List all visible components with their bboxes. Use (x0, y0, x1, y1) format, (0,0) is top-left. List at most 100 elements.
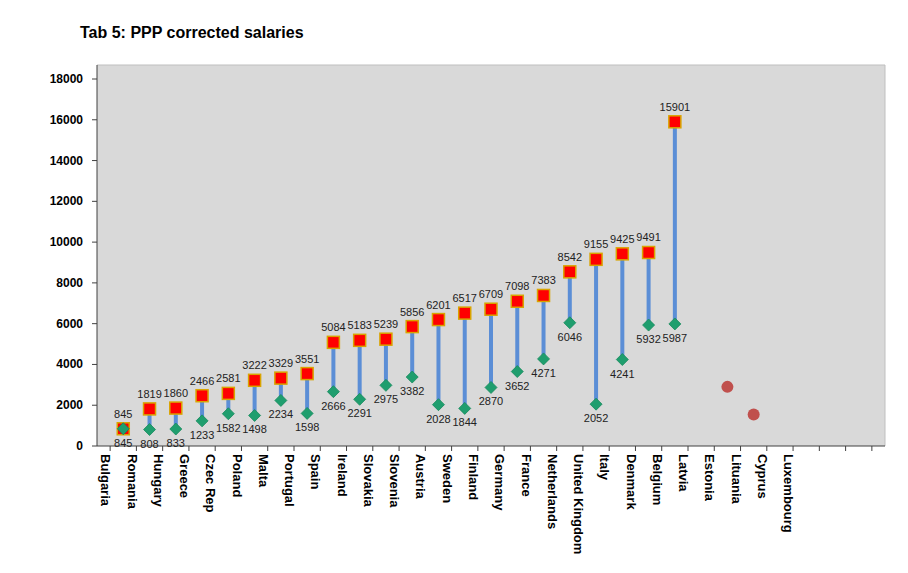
x-tick (425, 446, 426, 451)
data-label: 1233 (190, 429, 214, 441)
high-marker (275, 372, 287, 384)
x-tick-label: France (519, 454, 534, 497)
high-marker (144, 403, 156, 415)
data-label: 2234 (269, 408, 293, 420)
high-marker (643, 246, 655, 258)
data-label: 5183 (347, 319, 371, 331)
low-marker (275, 394, 287, 406)
y-tick-label: 16000 (50, 113, 84, 127)
x-tick (267, 446, 268, 451)
x-tick-label: Slovenia (387, 454, 402, 508)
data-label: 7098 (505, 280, 529, 292)
x-tick (609, 446, 610, 451)
y-tick-label: 4000 (56, 357, 83, 371)
x-tick (451, 446, 452, 451)
y-tick (92, 323, 97, 324)
x-tick (556, 446, 557, 451)
data-label: 5932 (636, 333, 660, 345)
x-tick-label: Portugal (282, 454, 297, 507)
x-tick-label: Romania (125, 454, 140, 510)
data-label: 6709 (479, 288, 503, 300)
x-tick (819, 446, 820, 451)
data-label: 1844 (452, 416, 476, 428)
x-tick (635, 446, 636, 451)
high-marker (354, 334, 366, 346)
range-line (489, 309, 493, 387)
x-tick-label: Belgium (650, 454, 665, 505)
low-marker (301, 407, 313, 419)
x-tick (504, 446, 505, 451)
data-label: 2028 (426, 413, 450, 425)
low-marker (327, 386, 339, 398)
marks (117, 116, 759, 436)
range-line (620, 254, 624, 360)
high-marker (511, 295, 523, 307)
x-tick-label: Spain (308, 454, 323, 489)
low-marker (511, 366, 523, 378)
point-marker (748, 408, 760, 420)
x-tick (714, 446, 715, 451)
low-marker (196, 415, 208, 427)
data-label: 8542 (558, 251, 582, 263)
y-tick (92, 446, 97, 447)
data-label: 6517 (452, 292, 476, 304)
x-tick-label: Poland (230, 454, 245, 497)
x-tick-label: Lituania (729, 454, 744, 505)
data-label: 2975 (374, 393, 398, 405)
high-marker (301, 368, 313, 380)
data-label: 3652 (505, 380, 529, 392)
y-tick (92, 364, 97, 365)
x-tick-label: Czec Rep (203, 454, 218, 513)
x-tick (766, 446, 767, 451)
x-tick (136, 446, 137, 451)
data-label: 5239 (374, 318, 398, 330)
low-marker (170, 423, 182, 435)
data-label: 2052 (584, 412, 608, 424)
low-marker (249, 409, 261, 421)
data-label: 9491 (636, 231, 660, 243)
high-marker (432, 314, 444, 326)
x-tick-label: Slovakia (361, 454, 376, 508)
data-label: 833 (167, 437, 185, 449)
range-line (436, 320, 440, 405)
x-tick-label: Sweden (440, 454, 455, 503)
x-tick-label: Latvia (676, 454, 691, 492)
low-marker (406, 371, 418, 383)
low-marker (380, 379, 392, 391)
high-marker (538, 289, 550, 301)
y-tick (92, 242, 97, 243)
y-tick-label: 0 (76, 439, 83, 453)
data-label: 15901 (660, 101, 691, 113)
data-label: 808 (140, 438, 158, 450)
y-tick-label: 12000 (50, 194, 84, 208)
data-labels: 8451819186024662581322233293551508451835… (114, 101, 690, 450)
data-label: 1582 (216, 422, 240, 434)
x-tick-label: Cyprus (755, 454, 770, 499)
x-tick (740, 446, 741, 451)
high-marker (669, 116, 681, 128)
x-tick (530, 446, 531, 451)
y-axis (97, 65, 98, 446)
data-label: 9425 (610, 233, 634, 245)
x-tick-label: Hungary (151, 454, 166, 508)
low-marker (459, 402, 471, 414)
data-label: 4271 (531, 367, 555, 379)
y-tick-label: 2000 (56, 398, 83, 412)
y-tick (92, 201, 97, 202)
x-tick (162, 446, 163, 451)
data-label: 6201 (426, 299, 450, 311)
data-label: 5987 (663, 332, 687, 344)
low-marker (590, 398, 602, 410)
x-tick-label: Greece (177, 454, 192, 498)
x-tick-label: Ireland (335, 454, 350, 497)
high-marker (616, 248, 628, 260)
range-line (542, 295, 546, 358)
data-label: 3551 (295, 353, 319, 365)
high-marker (564, 266, 576, 278)
title: Tab 5: PPP corrected salaries (80, 24, 304, 41)
low-marker (564, 317, 576, 329)
high-marker (222, 387, 234, 399)
x-tick-label: Luxembourg (781, 454, 796, 533)
y-tick-label: 6000 (56, 317, 83, 331)
point-marker (721, 381, 733, 393)
